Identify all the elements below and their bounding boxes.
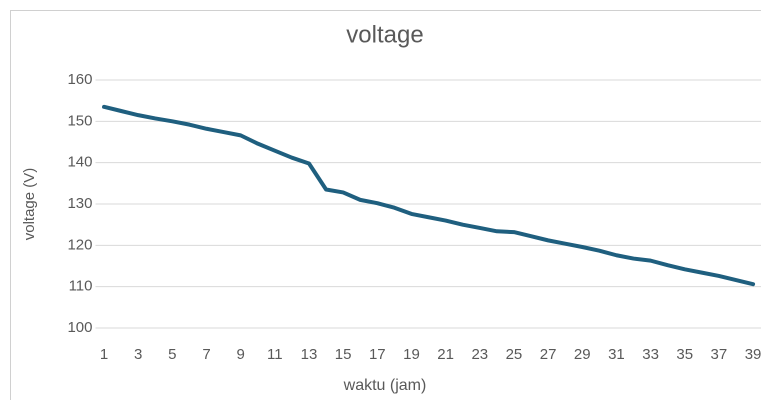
x-tick-label: 1 <box>100 346 108 363</box>
x-tick-label: 27 <box>540 346 557 363</box>
x-tick-label: 11 <box>267 346 283 363</box>
x-axis-title: waktu (jam) <box>343 377 427 394</box>
x-tick-label: 19 <box>403 346 420 363</box>
x-tick-label: 31 <box>608 346 625 363</box>
y-axis-title: voltage (V) <box>21 168 38 241</box>
x-tick-label: 29 <box>574 346 591 363</box>
x-tick-label: 23 <box>471 346 488 363</box>
x-tick-label: 21 <box>437 346 454 363</box>
chart-title: voltage <box>346 21 423 48</box>
x-tick-label: 33 <box>642 346 659 363</box>
y-tick-label: 100 <box>67 319 92 336</box>
x-tick-label: 13 <box>301 346 318 363</box>
y-tick-label: 140 <box>67 154 92 171</box>
y-tick-label: 120 <box>67 236 92 253</box>
x-tick-label: 5 <box>168 346 176 363</box>
x-tick-label: 9 <box>237 346 245 363</box>
x-tick-label: 15 <box>335 346 352 363</box>
y-tick-label: 160 <box>67 71 92 88</box>
x-tick-label: 7 <box>202 346 210 363</box>
x-tick-label: 17 <box>369 346 386 363</box>
x-tick-label: 25 <box>506 346 523 363</box>
x-tick-label: 37 <box>711 346 728 363</box>
x-tick-label: 39 <box>745 346 761 363</box>
x-tick-label: 35 <box>676 346 693 363</box>
x-tick-label: 3 <box>134 346 142 363</box>
y-tick-label: 150 <box>67 112 92 129</box>
y-tick-label: 110 <box>69 278 93 295</box>
line-series <box>102 104 756 287</box>
y-tick-label: 130 <box>67 195 92 212</box>
